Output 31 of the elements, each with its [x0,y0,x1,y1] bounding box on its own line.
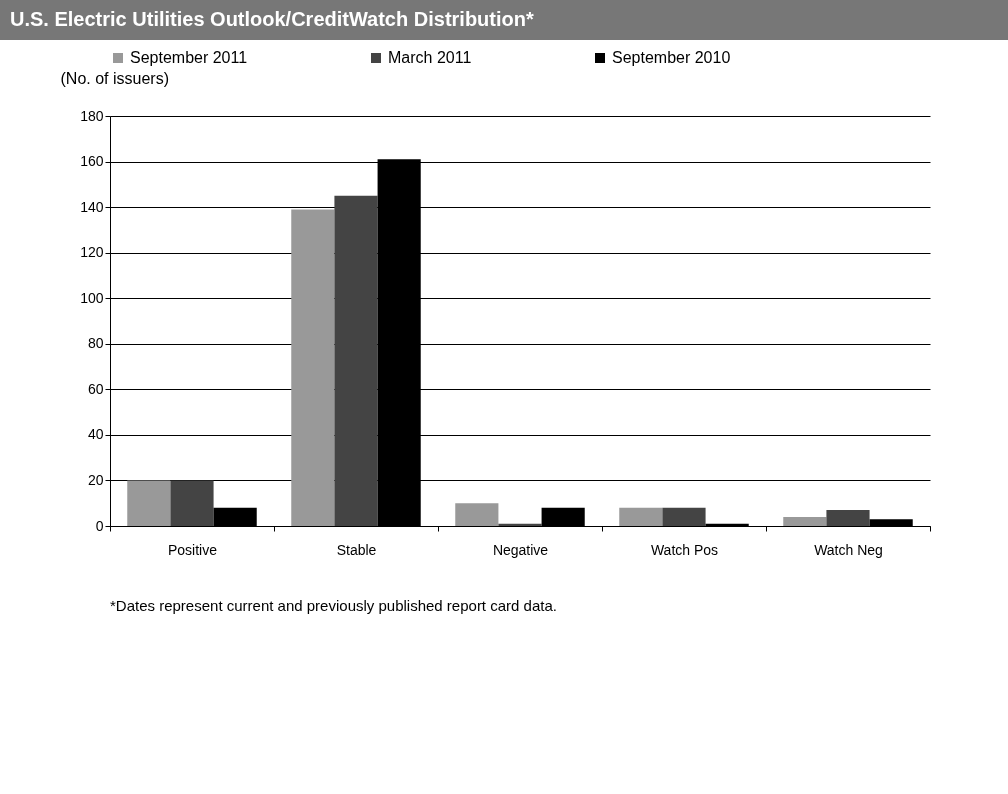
bar [498,523,542,526]
y-tick-label: 100 [80,289,104,306]
y-tick-label: 180 [80,107,104,124]
x-tick-label: Stable [336,541,377,558]
y-tick-label: 120 [80,244,104,261]
bar [783,516,827,526]
y-tick-label: 20 [87,471,104,488]
legend-label: March 2011 [388,49,472,66]
bar [662,507,706,526]
y-axis-title: (No. of issuers) [60,69,169,87]
y-tick-label: 160 [80,153,104,170]
legend-label: September 2011 [130,49,248,66]
y-tick-label: 140 [80,198,104,215]
x-tick-label: Watch Pos [650,541,719,558]
bar [826,510,870,526]
legend-label: September 2010 [612,49,731,66]
y-tick-label: 60 [87,380,104,397]
bar [170,480,214,526]
y-tick-label: 40 [87,426,104,443]
y-tick-label: 80 [87,335,104,352]
bar [127,480,171,526]
bar [619,507,663,526]
bar [334,195,378,526]
y-tick-label: 0 [95,517,104,534]
chart-title: U.S. Electric Utilities Outlook/CreditWatch Distribution* [0,0,1008,40]
x-tick-label: Watch Neg [814,541,883,558]
bar [455,503,499,526]
text: *Dates represent current and previously published report card data. [110,597,558,614]
x-tick-label: Negative [492,541,549,558]
bar [291,209,335,526]
x-tick-label: Positive [167,541,218,558]
